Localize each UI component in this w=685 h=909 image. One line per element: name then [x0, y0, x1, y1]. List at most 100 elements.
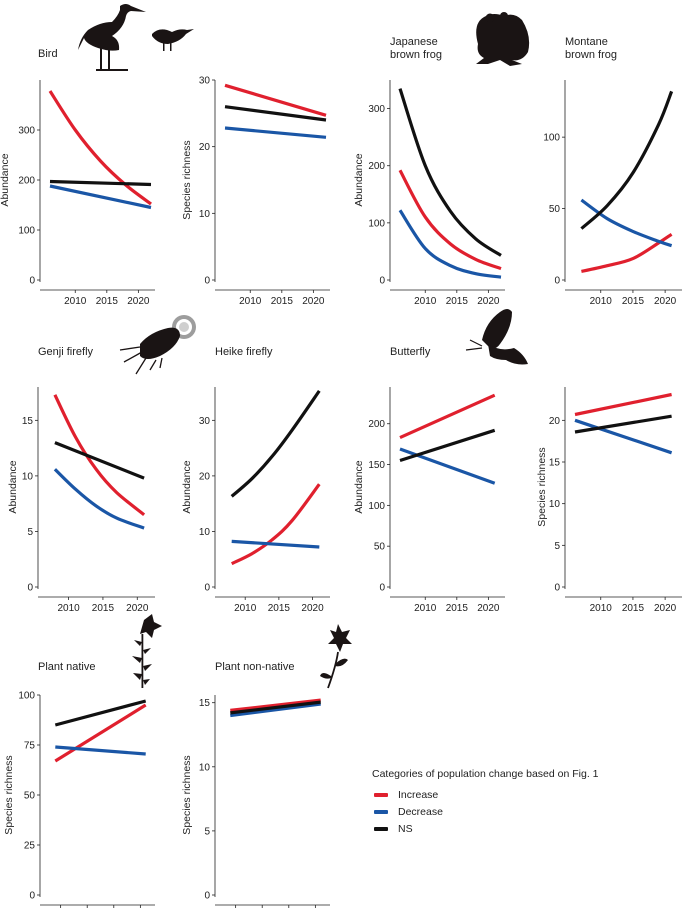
y-tick-label: 100 — [368, 501, 385, 512]
x-tick-label: 2020 — [477, 603, 500, 614]
panel-butterfly-abundance: 0 50 100 150 200 2010 2015 2020 Abundance Butterf… — [353, 346, 505, 614]
y-tick-label: 0 — [204, 891, 210, 902]
series-line-increase — [398, 169, 502, 271]
panel-bird-abundance: 0 100 200 300 2010 2015 2020 Abundance Bird — [0, 48, 155, 307]
x-tick-label: 2015 — [622, 603, 645, 614]
x-tick-label: 2010 — [414, 603, 437, 614]
firefly-icon — [119, 315, 196, 375]
x-tick-label: 2010 — [414, 296, 437, 307]
panel-title: Montane brown frog — [565, 36, 617, 61]
y-axis-title: Abundance — [353, 460, 365, 513]
panel-genji-firefly-abundance: 0 5 10 15 2010 2015 2020 Abundance Genji firefly — [7, 346, 155, 614]
y-axis-title: Species richness — [536, 447, 548, 526]
series-line-decrease — [574, 418, 673, 455]
y-tick-label: 5 — [204, 826, 210, 837]
series-line-increase — [48, 90, 152, 206]
x-tick-label: 2015 — [96, 296, 119, 307]
y-tick-label: 10 — [22, 471, 34, 482]
y-tick-label: 0 — [204, 583, 210, 594]
series-line-ns — [54, 441, 145, 480]
x-tick-label: 2015 — [622, 296, 645, 307]
y-axis-title: Abundance — [353, 153, 365, 206]
panel-title: Plant non-native — [215, 661, 295, 673]
y-tick-label: 100 — [368, 218, 385, 229]
panel-plant-nonnative-richness: 0510152005201020152020Species richnessPl… — [181, 661, 330, 908]
series-line-increase — [581, 232, 673, 273]
x-tick-label: 2015 — [446, 296, 469, 307]
y-tick-label: 0 — [379, 276, 385, 287]
x-tick-label: 2010 — [57, 603, 80, 614]
y-tick-label: 15 — [22, 416, 34, 427]
y-tick-label: 20 — [199, 142, 211, 153]
y-tick-label: 50 — [24, 791, 36, 802]
series-line-ns — [230, 389, 321, 498]
y-tick-label: 5 — [554, 541, 560, 552]
panel-title: Japanese brown frog — [390, 36, 442, 61]
legend-swatch-increase — [374, 792, 388, 797]
y-axis-title: Abundance — [0, 153, 11, 206]
series-line-increase — [53, 394, 146, 517]
series-line-decrease — [224, 126, 327, 139]
series-line-increase — [399, 393, 496, 440]
plant-nonnative-icon — [320, 624, 352, 689]
panel-montane-frog-abundance: 0 50 100 2010 2015 2020 Montane brown frog — [543, 36, 682, 307]
y-tick-label: 0 — [379, 583, 385, 594]
y-tick-label: 200 — [368, 161, 385, 172]
x-tick-label: 2020 — [301, 603, 324, 614]
series-line-decrease — [580, 198, 673, 248]
legend-label-ns: NS — [398, 822, 413, 835]
y-tick-label: 100 — [18, 691, 35, 702]
series-line-decrease — [398, 209, 502, 279]
series-line-ns — [398, 88, 502, 257]
y-tick-label: 200 — [18, 176, 35, 187]
x-tick-label: 2020 — [654, 603, 677, 614]
panel-title: Heike firefly — [215, 346, 273, 358]
butterfly-icon — [465, 309, 528, 365]
x-tick-label: 2010 — [64, 296, 87, 307]
y-tick-label: 10 — [199, 527, 211, 538]
y-tick-label: 100 — [543, 133, 560, 144]
y-tick-label: 300 — [368, 104, 385, 115]
legend-item-increase: Increase — [374, 786, 599, 803]
y-tick-label: 75 — [24, 741, 36, 752]
series-line-decrease — [55, 745, 146, 756]
x-tick-label: 2020 — [127, 296, 150, 307]
series-line-ns — [49, 179, 152, 187]
series-line-ns — [399, 428, 496, 463]
x-tick-label: 2010 — [239, 296, 262, 307]
panel-title: Genji firefly — [38, 346, 94, 358]
series-line-ns — [54, 699, 147, 727]
frog-icon — [476, 12, 530, 66]
bird-heron-icon — [78, 4, 146, 71]
legend-item-ns: NS — [374, 820, 599, 837]
panel-title: Bird — [38, 48, 58, 60]
x-tick-label: 2010 — [590, 296, 613, 307]
x-tick-label: 2015 — [271, 296, 294, 307]
bird-small-icon — [152, 29, 194, 51]
y-tick-label: 0 — [204, 276, 210, 287]
y-tick-label: 0 — [29, 891, 35, 902]
panel-japanese-frog-abundance: 0 100 200 300 2010 2015 2020 Abundance Japanese b… — [353, 36, 505, 307]
panel-title: Plant native — [38, 661, 95, 673]
series-line-decrease — [49, 184, 152, 210]
series-line-increase — [54, 703, 147, 763]
y-axis-title: Species richness — [181, 755, 193, 834]
y-tick-label: 20 — [199, 471, 211, 482]
y-axis-title: Species richness — [3, 755, 15, 834]
y-tick-label: 200 — [368, 419, 385, 430]
legend-label-decrease: Decrease — [398, 805, 443, 818]
y-axis-title: Abundance — [7, 460, 19, 513]
x-tick-label: 2015 — [446, 603, 469, 614]
legend-item-decrease: Decrease — [374, 803, 599, 820]
legend-title: Categories of population change based on… — [372, 768, 599, 780]
x-tick-label: 2010 — [590, 603, 613, 614]
series-line-increase — [230, 698, 321, 712]
y-tick-label: 15 — [549, 458, 561, 469]
series-line-decrease — [231, 539, 320, 549]
y-tick-label: 100 — [18, 226, 35, 237]
y-tick-label: 50 — [374, 542, 386, 553]
series-line-increase — [224, 83, 327, 117]
y-tick-label: 0 — [554, 276, 560, 287]
series-line-ns — [224, 105, 327, 122]
